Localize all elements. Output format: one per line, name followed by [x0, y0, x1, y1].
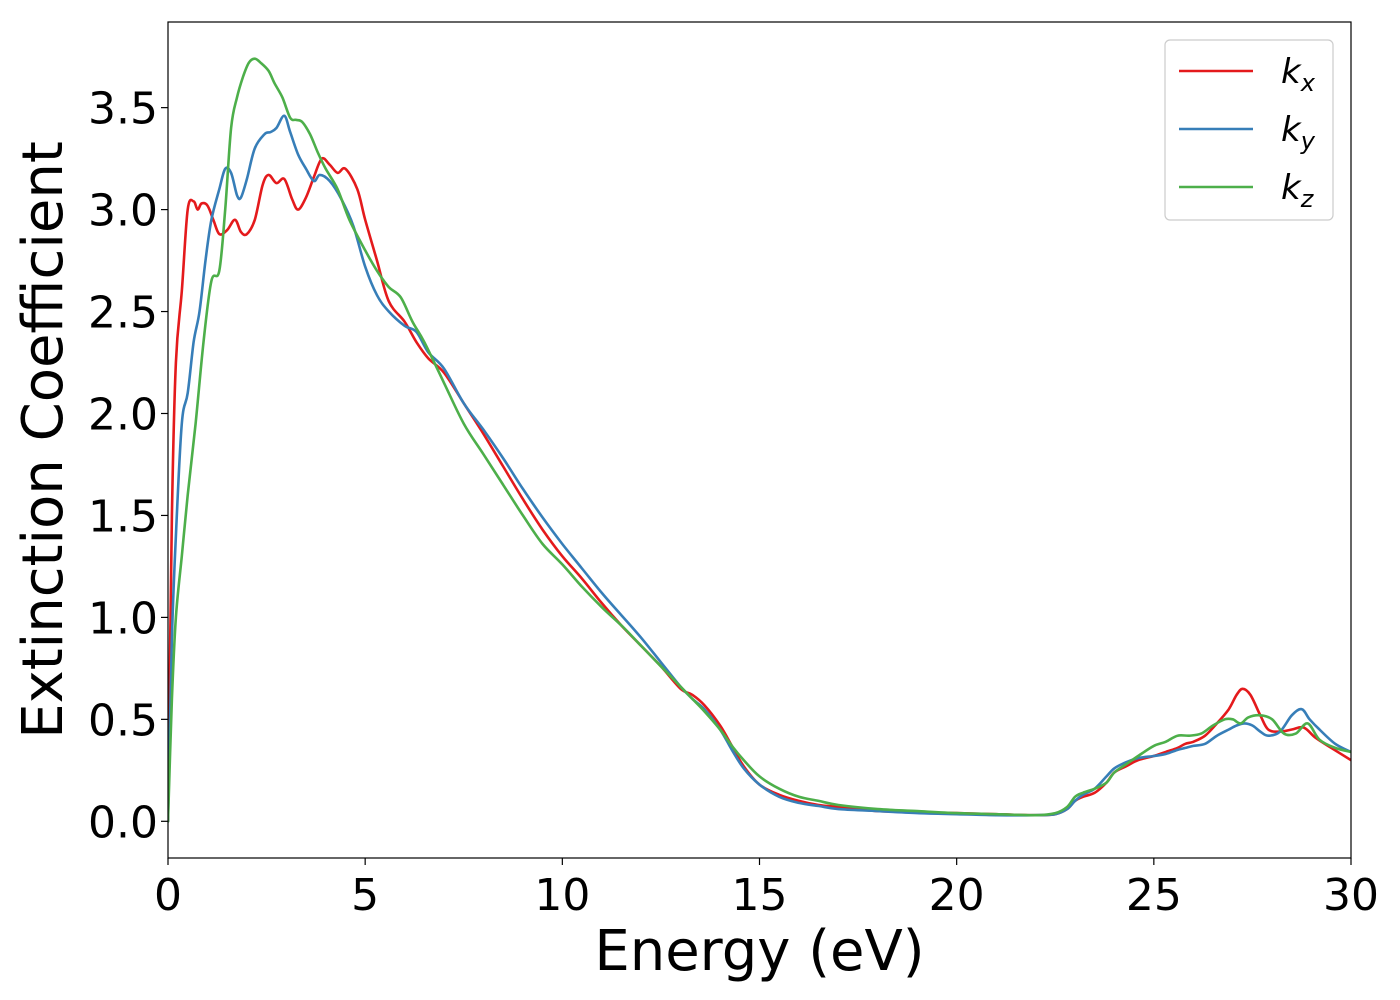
- legend: kx ky kz: [1164, 39, 1334, 221]
- y-tick-label: 3.0: [88, 186, 158, 237]
- x-tick-label: 5: [351, 870, 379, 921]
- y-tick-label: 2.5: [88, 288, 158, 339]
- y-tick-label: 1.0: [88, 593, 158, 644]
- x-tick-label: 25: [1126, 870, 1182, 921]
- series-line-ky: [168, 114, 1351, 823]
- y-tick-label: 3.5: [88, 84, 158, 135]
- legend-label-kz: kz: [1281, 168, 1315, 213]
- x-tick-label: 20: [929, 870, 985, 921]
- x-axis-ticks: 0 5 10 15 20 25 30: [154, 858, 1379, 921]
- x-tick-label: 30: [1323, 870, 1379, 921]
- x-tick-label: 0: [154, 870, 182, 921]
- legend-label-kx: kx: [1281, 52, 1316, 97]
- series-line-kz: [168, 57, 1351, 823]
- x-tick-label: 10: [534, 870, 590, 921]
- y-axis-ticks: 0.0 0.5 1.0 1.5 2.0 2.5 3.0 3.5: [88, 84, 168, 848]
- y-tick-label: 0.0: [88, 797, 158, 848]
- x-axis-label: Energy (eV): [594, 919, 924, 984]
- legend-label-ky: ky: [1281, 110, 1316, 155]
- series-layer: [168, 57, 1351, 823]
- x-tick-label: 15: [732, 870, 788, 921]
- y-tick-label: 1.5: [88, 491, 158, 542]
- y-tick-label: 0.5: [88, 695, 158, 746]
- y-tick-label: 2.0: [88, 389, 158, 440]
- y-axis-label: Extinction Coefficient: [11, 141, 76, 739]
